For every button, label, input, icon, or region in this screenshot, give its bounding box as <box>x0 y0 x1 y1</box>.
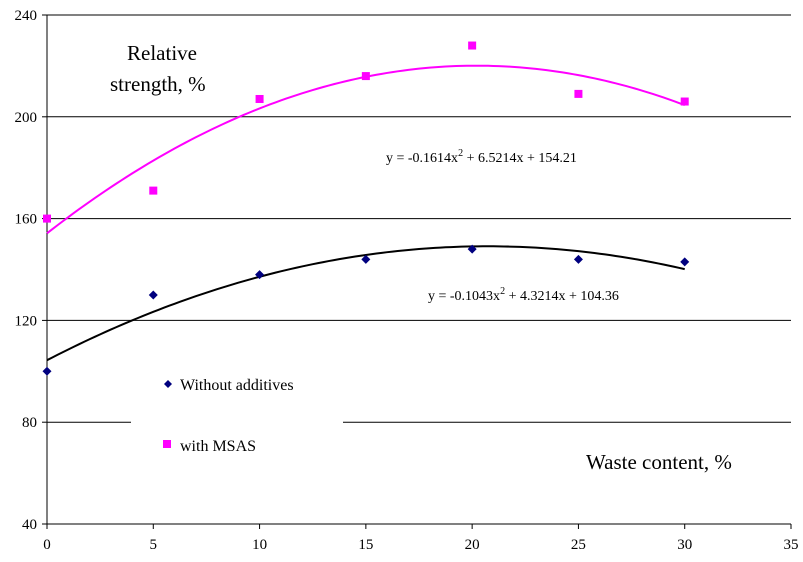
trendlines <box>46 64 686 362</box>
x-tick-label-10: 10 <box>252 537 267 553</box>
legend-label-without-additives: Without additives <box>180 377 294 394</box>
point-with-msas-6 <box>680 97 689 106</box>
y-tick-label-120: 120 <box>15 313 38 329</box>
x-tick-label-20: 20 <box>465 537 480 553</box>
point-with-msas-3 <box>361 72 370 81</box>
y-tick-label-240: 240 <box>15 8 38 24</box>
axes: 40 80 120 160 200 240 0 5 10 15 20 25 30 35 <box>15 8 799 553</box>
point-without-additives-4 <box>467 244 477 254</box>
point-without-additives-1 <box>148 290 158 300</box>
point-without-additives-0 <box>42 366 52 376</box>
x-tick-label-35: 35 <box>784 537 799 553</box>
gridlines <box>47 14 791 423</box>
data-points <box>42 41 690 376</box>
equation-without-additives: y = -0.1043x2 + 4.3214x + 104.36 <box>428 286 619 304</box>
y-tick-label-160: 160 <box>15 212 38 228</box>
point-without-additives-2 <box>255 270 265 280</box>
x-tick-label-25: 25 <box>571 537 586 553</box>
x-tick-label-0: 0 <box>43 537 51 553</box>
ylabel-line-2: strength, % <box>110 72 206 96</box>
legend: Without additives with MSAS <box>131 366 343 468</box>
ylabel-line-1: Relative <box>127 41 197 65</box>
point-without-additives-6 <box>680 257 690 267</box>
point-with-msas-4 <box>468 41 477 50</box>
xlabel: Waste content, % <box>586 450 732 474</box>
point-with-msas-1 <box>149 186 158 195</box>
legend-marker-without-additives <box>164 380 172 388</box>
annotations: Relative strength, % Waste content, % y … <box>110 41 732 474</box>
legend-label-with-msas: with MSAS <box>180 438 256 455</box>
equation-with-msas: y = -0.1614x2 + 6.5214x + 154.21 <box>386 148 577 166</box>
point-without-additives-5 <box>573 254 583 264</box>
point-with-msas-2 <box>255 94 264 103</box>
y-tick-label-40: 40 <box>22 517 37 533</box>
x-tick-label-15: 15 <box>358 537 373 553</box>
legend-marker-with-msas <box>163 440 171 448</box>
point-without-additives-3 <box>361 254 371 264</box>
point-with-msas-0 <box>43 214 51 223</box>
x-tick-label-30: 30 <box>677 537 692 553</box>
y-tick-label-200: 200 <box>15 110 38 126</box>
y-tick-label-80: 80 <box>22 415 37 431</box>
x-tick-label-5: 5 <box>150 537 158 553</box>
point-with-msas-5 <box>574 89 583 98</box>
